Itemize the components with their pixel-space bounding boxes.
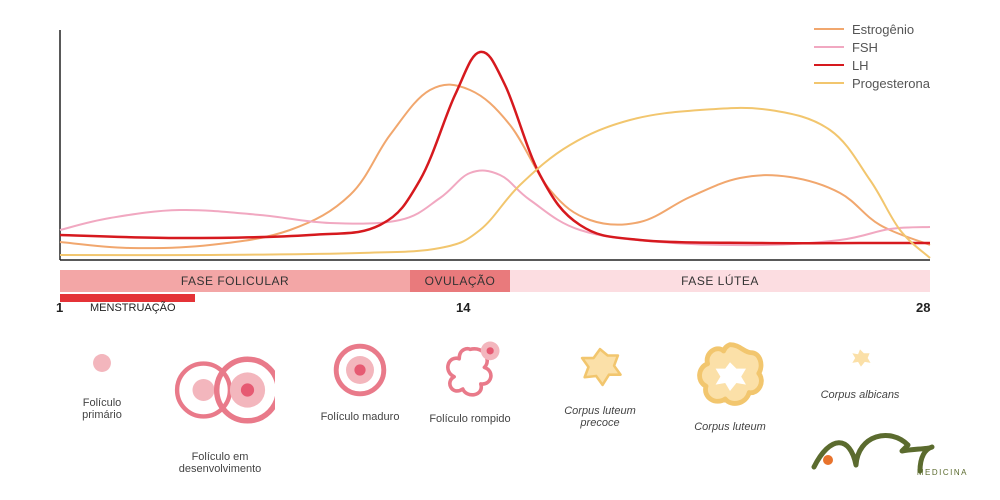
curve-estrogen <box>60 85 930 249</box>
follicle-label: Corpus luteum precoce <box>545 405 655 429</box>
logo-subtitle: MEDICINA <box>917 468 968 477</box>
follicle-primario: Folículo primário <box>62 335 142 421</box>
follicle-rompido: Folículo rompido <box>420 335 520 425</box>
legend-label: Progesterona <box>852 76 930 91</box>
phase-ovula-o: OVULAÇÃO <box>410 270 510 292</box>
legend-swatch-icon <box>814 46 844 48</box>
follicle-label: Folículo maduro <box>310 411 410 423</box>
follicle-label: Corpus albicans <box>805 389 915 401</box>
legend-swatch-icon <box>814 64 844 66</box>
legend: Estrogênio FSH LH Progesterona <box>814 20 930 92</box>
legend-swatch-icon <box>814 82 844 84</box>
legend-item-fsh: FSH <box>814 38 930 56</box>
legend-item-progesterone: Progesterona <box>814 74 930 92</box>
follicle-label: Folículo primário <box>62 397 142 421</box>
follicle-label: Folículo rompido <box>420 413 520 425</box>
follicle-cl_prec: Corpus luteum precoce <box>545 335 655 429</box>
logo: MEDICINA <box>810 427 970 484</box>
phase-fase-folicular: FASE FOLICULAR <box>60 270 410 292</box>
menstruation-bar <box>60 294 195 302</box>
legend-item-lh: LH <box>814 56 930 74</box>
rompido-icon <box>420 335 520 407</box>
cl-icon <box>675 335 785 415</box>
legend-label: FSH <box>852 40 878 55</box>
logo-script-icon <box>814 435 932 471</box>
follicle-albicans: Corpus albicans <box>805 335 915 401</box>
curves <box>60 52 930 258</box>
follicle-maduro: Folículo maduro <box>310 335 410 423</box>
follicle-dev: Folículo em desenvolvimento <box>160 335 280 475</box>
primario-icon <box>62 335 142 391</box>
axis-tick-14: 14 <box>456 300 470 315</box>
axis-tick-28: 28 <box>916 300 930 315</box>
dev-icon <box>160 335 280 445</box>
phase-fase-l-tea: FASE LÚTEA <box>510 270 930 292</box>
follicle-cl: Corpus luteum <box>675 335 785 433</box>
menstruation-label: MENSTRUAÇÃO <box>90 302 176 314</box>
follicle-label: Corpus luteum <box>675 421 785 433</box>
legend-label: Estrogênio <box>852 22 914 37</box>
legend-label: LH <box>852 58 869 73</box>
maduro-icon <box>310 335 410 405</box>
albicans-icon <box>805 335 915 383</box>
curve-progesterone <box>60 108 930 258</box>
legend-swatch-icon <box>814 28 844 30</box>
legend-item-estrogen: Estrogênio <box>814 20 930 38</box>
cl_prec-icon <box>545 335 655 399</box>
follicle-label: Folículo em desenvolvimento <box>160 451 280 475</box>
curve-fsh <box>60 171 930 246</box>
axis-tick-1: 1 <box>56 300 63 315</box>
logo-dot-icon <box>823 455 833 465</box>
